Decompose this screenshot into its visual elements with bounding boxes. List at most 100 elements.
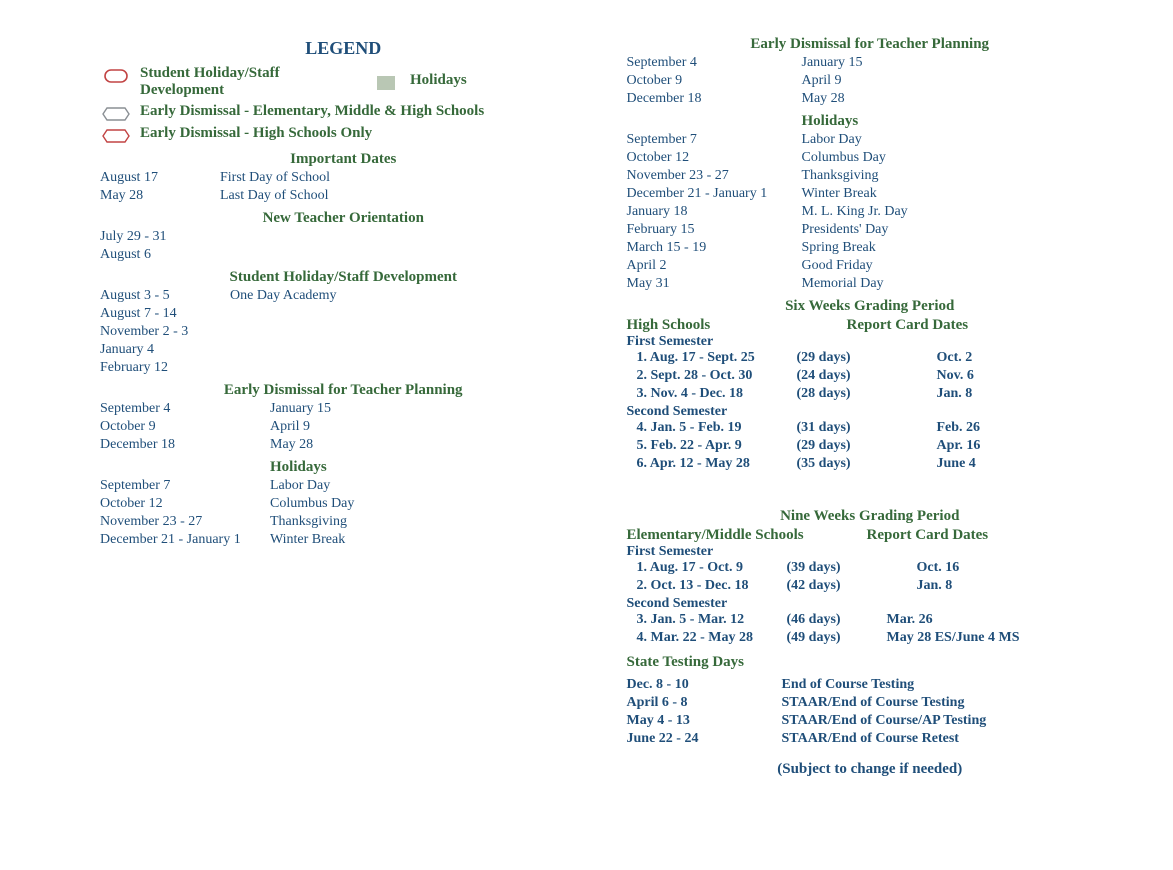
cell-desc (230, 360, 587, 376)
test-row: June 22 - 24STAAR/End of Course Retest (627, 731, 1114, 747)
data-row: November 23 - 27Thanksgiving (627, 168, 1114, 184)
data-row: May 31Memorial Day (627, 276, 1114, 292)
six-weeks-left-header: High Schools (627, 317, 847, 334)
cell-desc: Labor Day (802, 132, 1114, 148)
cell-desc: Spring Break (802, 240, 1114, 256)
nine-first-rows: 1. Aug. 17 - Oct. 9(39 days)Oct. 162. Oc… (627, 560, 1114, 594)
data-row: September 7Labor Day (100, 478, 587, 494)
nine-weeks-headers: Elementary/Middle Schools Report Card Da… (627, 527, 1114, 544)
cell-range: 5. Feb. 22 - Apr. 9 (637, 438, 797, 454)
cell-card: Apr. 16 (937, 438, 1057, 454)
grading-row: 6. Apr. 12 - May 28(35 days)June 4 (627, 456, 1114, 472)
cell-card: Jan. 8 (917, 578, 1077, 594)
footer-note: (Subject to change if needed) (627, 761, 1114, 778)
six-second-rows: 4. Jan. 5 - Feb. 19(31 days)Feb. 26 5. Fe… (627, 420, 1114, 472)
cell-date: April 2 (627, 258, 802, 274)
cell-days: (46 days) (787, 612, 887, 628)
holidays-title-left: Holidays (100, 459, 587, 476)
cell-date: January 4 (100, 342, 230, 358)
cell-date: February 12 (100, 360, 230, 376)
test-date: Dec. 8 - 10 (627, 677, 782, 693)
cell-desc: One Day Academy (230, 288, 587, 304)
cell-desc (230, 324, 587, 340)
grading-row: 4. Jan. 5 - Feb. 19(31 days)Feb. 26 (627, 420, 1114, 436)
cell-date: November 23 - 27 (100, 514, 270, 530)
cell-date: September 7 (100, 478, 270, 494)
data-row: September 4January 15 (100, 401, 587, 417)
data-row: August 3 - 5One Day Academy (100, 288, 587, 304)
cell-days: (42 days) (787, 578, 917, 594)
red-rounded-icon (100, 65, 132, 85)
data-row: August 17First Day of School (100, 170, 587, 186)
cell-range: 4. Mar. 22 - May 28 (637, 630, 787, 646)
legend-label-0: Student Holiday/Staff Development (132, 65, 310, 99)
legend-row-0: Student Holiday/Staff Development Holida… (100, 63, 587, 101)
data-row: December 21 - January 1Winter Break (100, 532, 587, 548)
data-row: December 18May 28 (627, 91, 1114, 107)
cell-range: 6. Apr. 12 - May 28 (637, 456, 797, 472)
cell-date: September 4 (627, 55, 802, 71)
cell-desc: Memorial Day (802, 276, 1114, 292)
early-dismissal-title-left: Early Dismissal for Teacher Planning (100, 382, 587, 399)
data-row: December 21 - January 1Winter Break (627, 186, 1114, 202)
grading-row: 1. Aug. 17 - Oct. 9(39 days)Oct. 16 (627, 560, 1114, 576)
test-date: June 22 - 24 (627, 731, 782, 747)
cell-desc: M. L. King Jr. Day (802, 204, 1114, 220)
grading-row: 2. Sept. 28 - Oct. 30(24 days)Nov. 6 (627, 368, 1114, 384)
nine-weeks-left-header: Elementary/Middle Schools (627, 527, 867, 544)
cell-range: 3. Jan. 5 - Mar. 12 (637, 612, 787, 628)
important-dates-title: Important Dates (100, 151, 587, 168)
cell-date: September 4 (100, 401, 270, 417)
test-row: Dec. 8 - 10End of Course Testing (627, 677, 1114, 693)
cell-days: (24 days) (797, 368, 937, 384)
important-dates-rows: August 17First Day of SchoolMay 28Last D… (100, 170, 587, 204)
cell-desc: Labor Day (270, 478, 587, 494)
left-column: LEGEND Student Holiday/Staff Development… (100, 30, 587, 778)
six-weeks-headers: High Schools Report Card Dates (627, 317, 1114, 334)
cell-desc: April 9 (802, 73, 1114, 89)
cell-range: 1. Aug. 17 - Sept. 25 (637, 350, 797, 366)
cell-date: January 18 (627, 204, 802, 220)
grading-row: 3. Nov. 4 - Dec. 18(28 days)Jan. 8 (627, 386, 1114, 402)
data-row: October 9April 9 (100, 419, 587, 435)
cell-date: August 7 - 14 (100, 306, 230, 322)
cell-range: 3. Nov. 4 - Dec. 18 (637, 386, 797, 402)
cell-date: March 15 - 19 (627, 240, 802, 256)
cell-card: May 28 ES/June 4 MS (887, 630, 1067, 646)
grading-row: 5. Feb. 22 - Apr. 9(29 days)Apr. 16 (627, 438, 1114, 454)
cell-card: Mar. 26 (887, 612, 1067, 628)
cell-range: 2. Sept. 28 - Oct. 30 (637, 368, 797, 384)
cell-card: Oct. 2 (937, 350, 1057, 366)
cell-desc: May 28 (802, 91, 1114, 107)
new-teacher-rows: July 29 - 31August 6 (100, 229, 587, 263)
state-testing-title: State Testing Days (627, 654, 1114, 671)
early-dismissal-title-right: Early Dismissal for Teacher Planning (627, 36, 1114, 53)
cell-desc (230, 342, 587, 358)
holidays-rows-left: September 7Labor DayOctober 12Columbus D… (100, 478, 587, 548)
six-first-sem-label: First Semester (627, 334, 1114, 350)
data-row: September 7Labor Day (627, 132, 1114, 148)
cell-days: (29 days) (797, 438, 937, 454)
legend-row-3: Early Dismissal - High Schools Only (100, 125, 587, 145)
cell-desc: Winter Break (270, 532, 587, 548)
nine-second-rows: 3. Jan. 5 - Mar. 12(46 days)Mar. 26 4. Ma… (627, 612, 1114, 646)
cell-desc (230, 306, 587, 322)
cell-date: October 12 (627, 150, 802, 166)
legend-row-2: Early Dismissal - Elementary, Middle & H… (100, 103, 587, 123)
cell-desc: April 9 (270, 419, 587, 435)
cell-days: (39 days) (787, 560, 917, 576)
grading-row: 1. Aug. 17 - Sept. 25(29 days)Oct. 2 (627, 350, 1114, 366)
six-second-sem-label: Second Semester (627, 404, 1114, 420)
holidays-title-right: Holidays (627, 113, 1114, 130)
six-weeks-title: Six Weeks Grading Period (627, 298, 1114, 315)
cell-date: December 18 (100, 437, 270, 453)
cell-range: 1. Aug. 17 - Oct. 9 (637, 560, 787, 576)
grading-row: 3. Jan. 5 - Mar. 12(46 days)Mar. 26 (627, 612, 1114, 628)
cell-date: May 28 (100, 188, 220, 204)
grading-row: 4. Mar. 22 - May 28(49 days)May 28 ES/Ju… (627, 630, 1114, 646)
nine-first-sem-label: First Semester (627, 544, 1114, 560)
data-row: July 29 - 31 (100, 229, 587, 245)
cell-desc: Thanksgiving (270, 514, 587, 530)
cell-desc: Columbus Day (802, 150, 1114, 166)
cell-date: December 21 - January 1 (627, 186, 802, 202)
